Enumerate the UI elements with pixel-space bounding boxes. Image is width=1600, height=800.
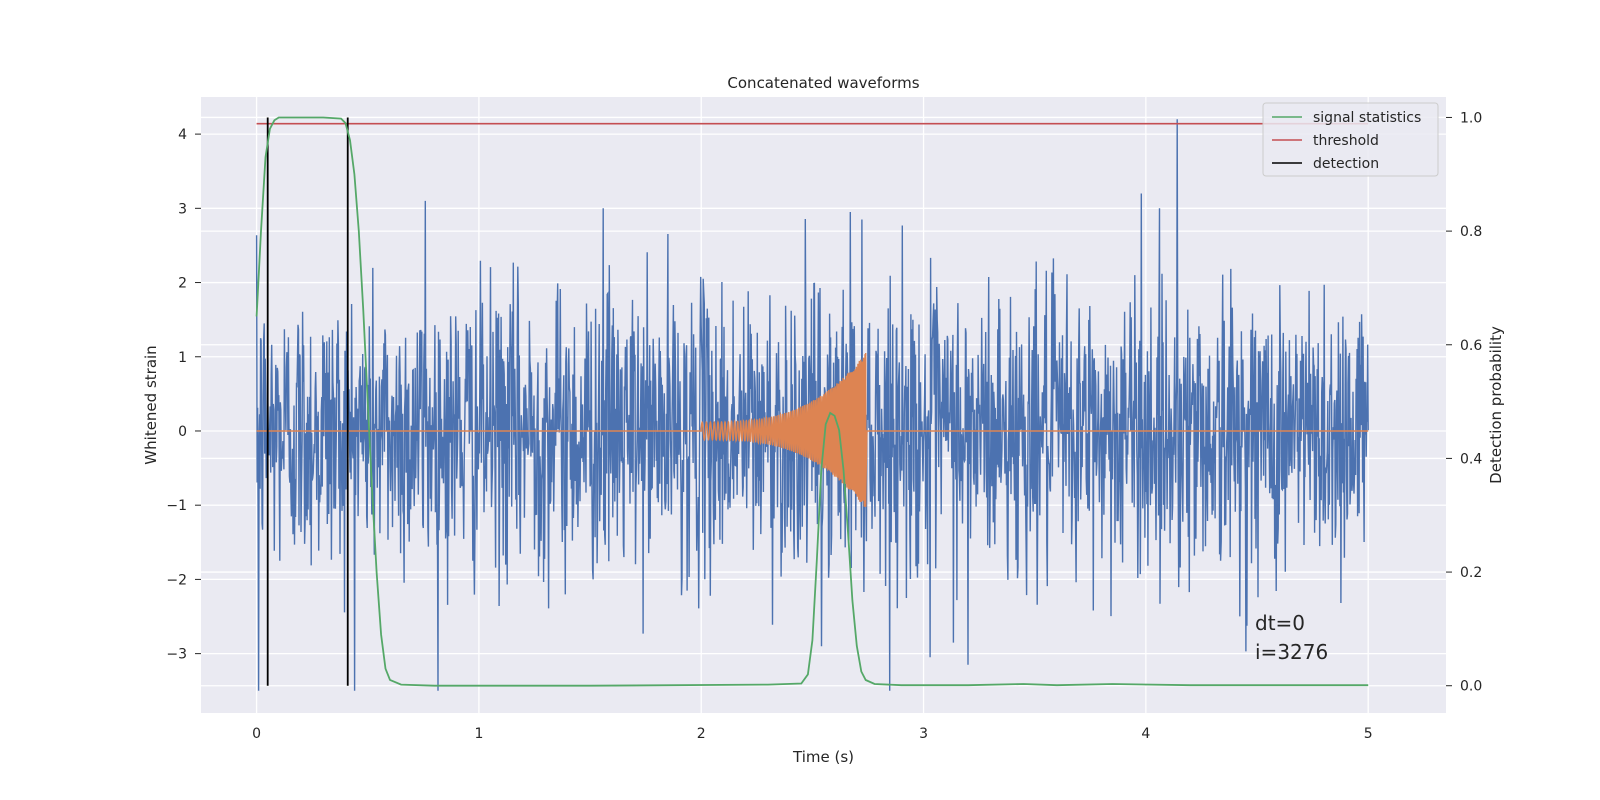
data-marks bbox=[255, 116, 1369, 691]
annotation-i: i=3276 bbox=[1255, 640, 1328, 664]
x-tick-label: 5 bbox=[1364, 726, 1373, 742]
legend-label-threshold: threshold bbox=[1313, 133, 1379, 149]
x-tick-label: 1 bbox=[474, 726, 483, 742]
legend-box bbox=[1262, 102, 1439, 177]
legend-label-signal-statistics: signal statistics bbox=[1313, 110, 1421, 126]
series-line-chirp bbox=[256, 353, 1369, 507]
series-line-signal-statistics bbox=[255, 116, 1369, 687]
y-tick-label-left: 0 bbox=[178, 424, 187, 440]
chart-title: Concatenated waveforms bbox=[727, 74, 919, 92]
y-axis-label-right: Detection probability bbox=[1487, 326, 1505, 484]
ticks: 0 1 2 3 4 5 −3 −2 −1 0 1 2 3 4 0.0 0.2 0.4 0.6 0.8 1.0 bbox=[166, 110, 1482, 742]
annotation-dt: dt=0 bbox=[1255, 611, 1305, 635]
x-tick-label: 3 bbox=[919, 726, 928, 742]
legend: signal statistics threshold detection bbox=[1262, 102, 1439, 177]
y-axis-label-left: Whitened strain bbox=[142, 345, 160, 464]
y-tick-label-left: 2 bbox=[178, 276, 187, 292]
y-tick-label-left: −3 bbox=[166, 647, 187, 663]
legend-label-detection: detection bbox=[1313, 156, 1379, 172]
y-tick-label-right: 0.6 bbox=[1460, 338, 1482, 354]
x-tick-label: 0 bbox=[252, 726, 261, 742]
y-tick-label-right: 0.8 bbox=[1460, 224, 1482, 240]
y-tick-label-left: 3 bbox=[178, 201, 187, 217]
x-tick-label: 4 bbox=[1141, 726, 1150, 742]
y-tick-label-right: 0.4 bbox=[1460, 451, 1482, 467]
y-tick-label-right: 0.0 bbox=[1460, 679, 1482, 695]
x-axis-label: Time (s) bbox=[792, 748, 854, 766]
x-tick-label: 2 bbox=[697, 726, 706, 742]
y-tick-label-left: 4 bbox=[178, 127, 187, 143]
series-line-strain bbox=[255, 119, 1369, 691]
y-tick-label-left: −2 bbox=[166, 572, 187, 588]
y-tick-label-right: 1.0 bbox=[1460, 110, 1482, 126]
y-tick-label-left: 1 bbox=[178, 350, 187, 366]
y-tick-label-right: 0.2 bbox=[1460, 565, 1482, 581]
y-tick-label-left: −1 bbox=[166, 498, 187, 514]
